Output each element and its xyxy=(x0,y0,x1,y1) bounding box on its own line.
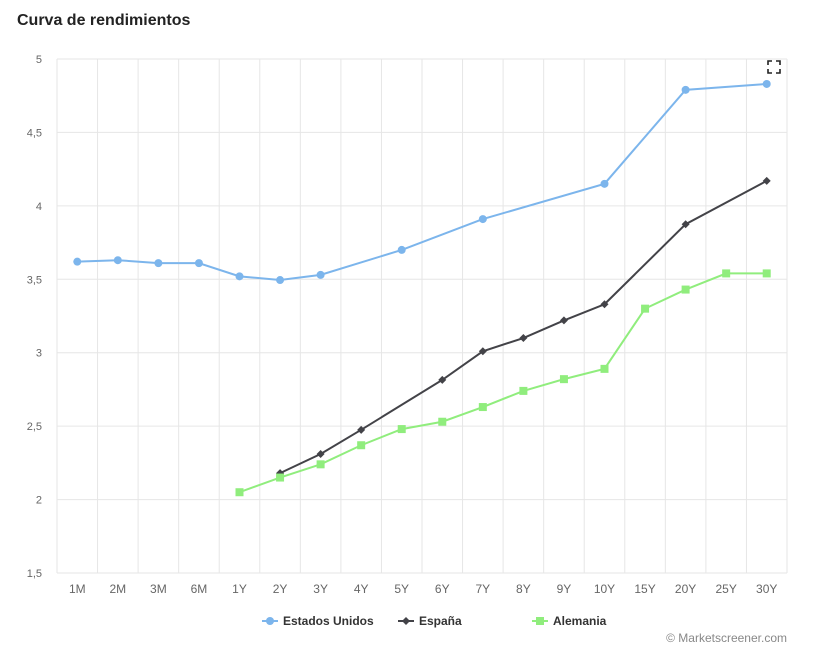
data-point xyxy=(681,220,690,229)
legend-item[interactable]: Estados Unidos xyxy=(262,614,374,628)
data-point xyxy=(681,285,690,294)
data-point xyxy=(478,347,487,356)
data-point xyxy=(438,417,447,426)
legend-marker xyxy=(402,617,410,625)
legend-item[interactable]: España xyxy=(398,614,462,628)
y-tick-label: 2,5 xyxy=(27,421,42,433)
y-tick-label: 3,5 xyxy=(27,274,42,286)
data-point xyxy=(73,257,82,266)
x-tick-label: 1Y xyxy=(232,582,247,596)
data-point xyxy=(559,375,568,384)
data-point xyxy=(519,334,528,343)
x-tick-label: 2M xyxy=(109,582,126,596)
series-line xyxy=(239,272,767,494)
x-tick-label: 15Y xyxy=(634,582,655,596)
data-point xyxy=(559,316,568,325)
legend-label: Estados Unidos xyxy=(283,614,374,628)
series-españa xyxy=(276,176,771,478)
data-point xyxy=(600,300,609,309)
series-estados-unidos xyxy=(73,79,771,285)
data-point xyxy=(600,179,609,188)
x-tick-label: 30Y xyxy=(756,582,777,596)
series-line xyxy=(279,180,768,475)
data-point xyxy=(600,364,609,373)
data-point xyxy=(235,272,244,281)
data-point xyxy=(762,269,771,278)
legend-label: España xyxy=(419,614,462,628)
x-tick-label: 8Y xyxy=(516,582,531,596)
data-point xyxy=(519,386,528,395)
data-point xyxy=(438,375,447,384)
x-tick-label: 7Y xyxy=(475,582,490,596)
data-point xyxy=(762,79,771,88)
data-point xyxy=(316,450,325,459)
x-tick-label: 25Y xyxy=(715,582,736,596)
x-tick-label: 6Y xyxy=(435,582,450,596)
y-tick-label: 2 xyxy=(36,495,42,507)
data-point xyxy=(722,269,731,278)
data-point xyxy=(478,403,487,412)
x-tick-label: 4Y xyxy=(354,582,369,596)
y-tick-label: 4,5 xyxy=(27,127,42,139)
data-point xyxy=(113,256,122,265)
data-point xyxy=(357,425,366,434)
series-alemania xyxy=(235,269,771,497)
data-point xyxy=(276,276,285,285)
data-point xyxy=(316,270,325,279)
data-point xyxy=(276,473,285,482)
fullscreen-icon[interactable] xyxy=(767,60,781,74)
data-point xyxy=(681,85,690,94)
x-tick-label: 10Y xyxy=(594,582,615,596)
data-point xyxy=(194,259,203,268)
legend-item[interactable]: Alemania xyxy=(532,614,607,628)
x-tick-label: 5Y xyxy=(394,582,409,596)
x-tick-label: 1M xyxy=(69,582,86,596)
x-tick-label: 20Y xyxy=(675,582,696,596)
y-tick-label: 1,5 xyxy=(27,568,42,580)
chart-title: Curva de rendimientos xyxy=(17,12,191,29)
data-point xyxy=(316,460,325,469)
data-point xyxy=(357,441,366,450)
y-tick-label: 4 xyxy=(36,201,42,213)
legend-marker xyxy=(266,617,274,625)
x-tick-label: 9Y xyxy=(557,582,572,596)
data-point xyxy=(397,245,406,254)
legend-marker xyxy=(536,617,544,625)
legend-label: Alemania xyxy=(553,614,607,628)
x-tick-label: 3Y xyxy=(313,582,328,596)
credit-link[interactable]: © Marketscreener.com xyxy=(666,631,787,645)
data-point xyxy=(154,259,163,268)
y-tick-label: 3 xyxy=(36,348,42,360)
data-point xyxy=(478,215,487,224)
y-tick-label: 5 xyxy=(36,54,42,66)
data-point xyxy=(235,488,244,497)
x-tick-label: 2Y xyxy=(273,582,288,596)
x-tick-label: 6M xyxy=(191,582,208,596)
series-line xyxy=(77,82,767,282)
data-point xyxy=(641,304,650,313)
x-tick-label: 3M xyxy=(150,582,167,596)
data-point xyxy=(762,176,771,185)
data-point xyxy=(397,425,406,434)
